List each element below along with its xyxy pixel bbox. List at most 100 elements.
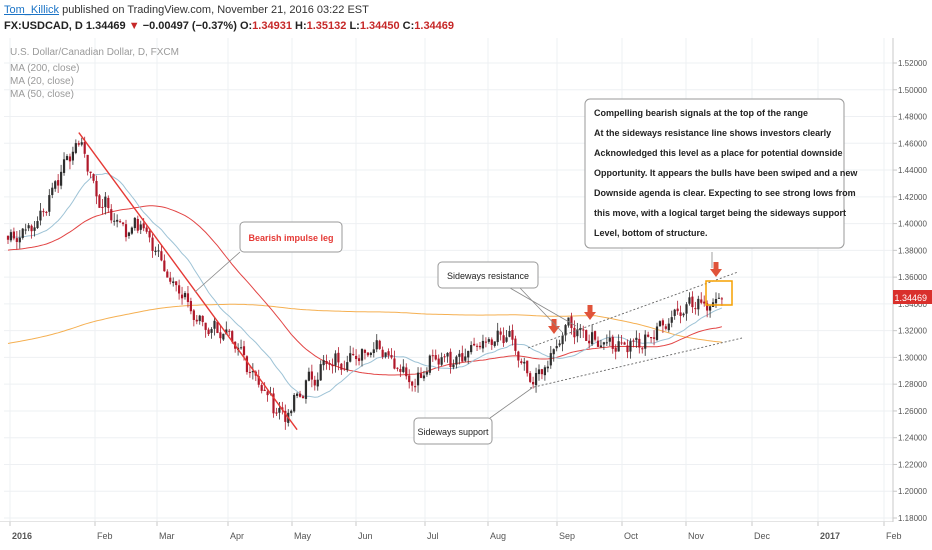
candle-body <box>706 303 709 311</box>
candle-body <box>611 336 614 349</box>
candle-body <box>647 334 650 337</box>
candle-body <box>124 224 128 238</box>
candle-body <box>183 293 187 298</box>
candle-body <box>39 210 42 221</box>
candle-body <box>502 335 505 344</box>
candle-body <box>475 345 479 347</box>
time-tick-label: Dec <box>754 531 771 541</box>
candle-body <box>526 360 529 374</box>
candle-body <box>540 369 544 375</box>
candle-body <box>355 355 358 360</box>
candle-body <box>231 331 234 342</box>
candle-body <box>588 340 591 344</box>
candle-body <box>225 329 228 335</box>
candle-body <box>393 358 396 369</box>
time-tick-label: 2017 <box>820 531 840 541</box>
candle-body <box>349 353 352 362</box>
support-channel-line <box>529 337 743 389</box>
candle-body <box>251 370 254 373</box>
candle-body <box>301 396 305 399</box>
candle-body <box>372 349 375 354</box>
candle-body <box>104 196 107 208</box>
candle-body <box>54 181 57 189</box>
symbol-label: FX:USDCAD, D <box>4 20 83 32</box>
note-line-2: At the sideways resistance line shows in… <box>594 128 831 138</box>
candle-body <box>89 171 92 173</box>
candle-body <box>68 156 72 162</box>
candle-body <box>523 361 526 364</box>
candle-body <box>98 195 101 208</box>
candle-body <box>496 330 499 343</box>
price-tick-label: 1.46000 <box>898 139 927 148</box>
candle-body <box>558 343 561 346</box>
candle-body <box>673 309 676 316</box>
candle-body <box>470 345 473 353</box>
close-value: 1.34469 <box>414 20 455 32</box>
bearish-callout-box <box>239 221 343 253</box>
candle-body <box>189 301 192 312</box>
candle-body <box>71 151 74 161</box>
candle-body <box>228 330 231 332</box>
candle-body <box>198 315 201 322</box>
candle-body <box>378 340 381 349</box>
candle-body <box>602 342 605 345</box>
candle-body <box>570 316 573 329</box>
candle-body <box>511 329 514 340</box>
candle-body <box>396 367 399 369</box>
highlight-box <box>705 280 733 306</box>
candle-body <box>242 346 246 355</box>
candle-body <box>95 180 98 197</box>
candle-body <box>257 376 260 385</box>
price-tick-label: 1.52000 <box>898 59 927 68</box>
candle-body <box>77 143 80 145</box>
candle-body <box>552 349 555 355</box>
time-tick-label: Jul <box>427 531 439 541</box>
time-tick-label: Sep <box>559 531 575 541</box>
candle-body <box>399 369 402 372</box>
candle-body <box>201 315 204 323</box>
candle-body <box>709 306 712 311</box>
drawings <box>78 132 743 431</box>
legend-title: U.S. Dollar/Canadian Dollar, D, FXCM <box>10 47 179 58</box>
candle-body <box>419 373 423 378</box>
candle-body <box>664 326 667 329</box>
candle-body <box>239 347 243 349</box>
candle-body <box>437 358 440 365</box>
time-axis[interactable]: 2016 Feb Mar Apr May Jun Jul Aug Sep Oct Nov Dec 201… <box>9 522 902 541</box>
price-tick-label: 1.20000 <box>898 487 927 496</box>
chart-header: Tom_Killick published on TradingView.com… <box>0 0 932 38</box>
price-tick-label: 1.28000 <box>898 380 927 389</box>
support-callout: Sideways support <box>413 387 533 445</box>
time-tick-label: Aug <box>490 531 506 541</box>
candle-body <box>596 340 600 347</box>
candle-body <box>555 346 558 349</box>
candle-body <box>121 222 125 225</box>
note-line-6: this move, with a logical target being t… <box>594 208 846 218</box>
candle-body <box>467 350 470 358</box>
candle-body <box>408 375 411 383</box>
candle-body <box>322 360 325 366</box>
candle-body <box>703 301 706 304</box>
candle-body <box>316 379 319 387</box>
candle-body <box>60 171 63 186</box>
candle-body <box>431 355 434 357</box>
candle-body <box>644 334 647 349</box>
high-value: 1.35132 <box>306 20 347 32</box>
candle-body <box>676 308 679 312</box>
bearish-callout-pointer <box>194 251 241 293</box>
candle-body <box>493 341 496 346</box>
price-axis[interactable]: 1.52000 1.50000 1.48000 1.46000 1.44000 1.420… <box>893 59 927 523</box>
candle-body <box>537 369 541 375</box>
candle-body <box>402 366 405 373</box>
price-tick-label: 1.34000 <box>898 300 927 309</box>
down-arrow-2-icon-head <box>584 312 596 320</box>
author-link[interactable]: Tom_Killick <box>4 4 60 16</box>
candle-body <box>416 372 420 386</box>
candle-body <box>142 223 145 229</box>
publish-info: published on TradingView.com, November 2… <box>62 4 369 16</box>
candle-body <box>520 361 523 364</box>
price-tick-label: 1.26000 <box>898 407 927 416</box>
legend: U.S. Dollar/Canadian Dollar, D, FXCM MA … <box>10 47 179 100</box>
ma20-line <box>7 172 723 398</box>
